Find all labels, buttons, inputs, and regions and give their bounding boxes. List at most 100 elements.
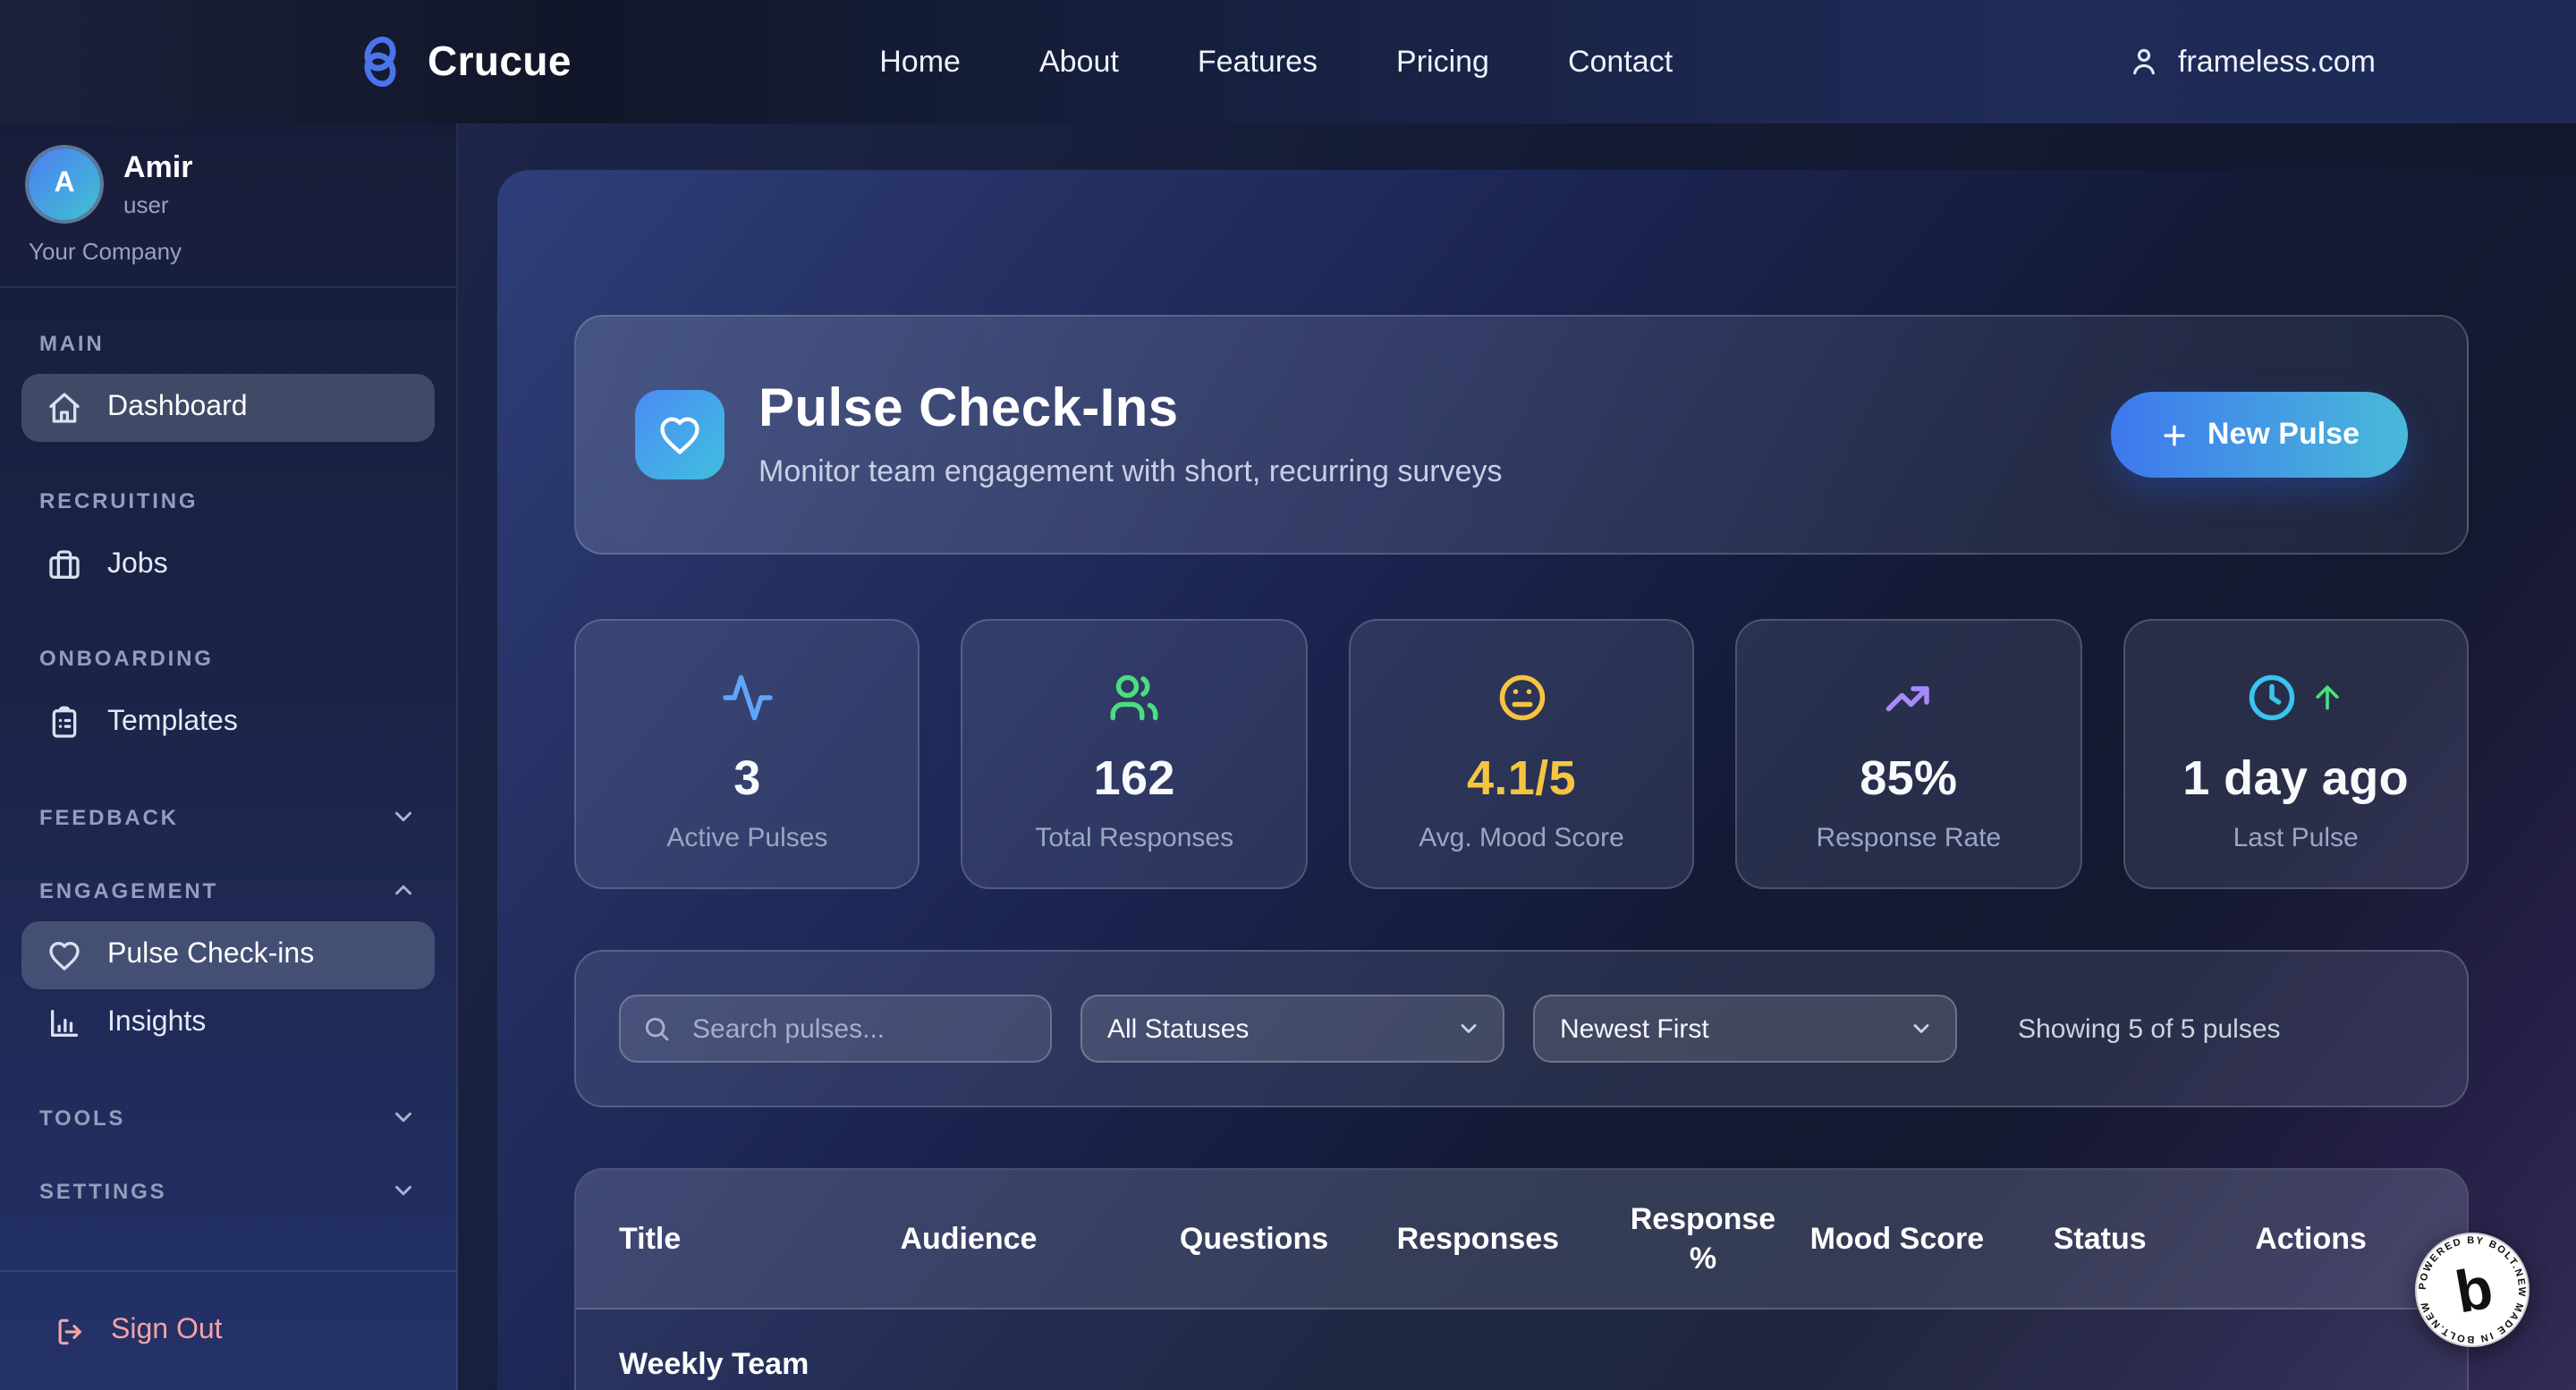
stat-value: 4.1/5 (1466, 751, 1577, 805)
section-label-main: MAIN (39, 331, 105, 356)
sidebar-item-templates[interactable]: Templates (21, 689, 435, 757)
stat-card-response-rate: 85% Response Rate (1735, 619, 2082, 889)
chevron-up-icon (395, 885, 411, 895)
page-subtitle: Monitor team engagement with short, recu… (758, 454, 1503, 488)
sidebar: A Amir user Your Company MAIN Dashboard (0, 123, 458, 1390)
stat-card-active-pulses: 3 Active Pulses (574, 619, 920, 889)
chevron-down-icon (395, 1185, 411, 1196)
main-content: Pulse Check-Ins Monitor team engagement … (458, 123, 2576, 1390)
sign-out-label: Sign Out (111, 1315, 223, 1345)
arrow-up-icon (2316, 684, 2340, 709)
chevron-down-icon (1461, 1024, 1477, 1033)
bolt-badge-icon: POWERED BY BOLT.NEW MADE IN BOLT.NEW b (2415, 1233, 2529, 1347)
sort-filter-select[interactable]: Newest First (1533, 995, 1957, 1063)
heart-icon (660, 417, 699, 454)
filters-bar: All Statuses Newest First Showing 5 of 5… (574, 950, 2469, 1107)
stat-value: 3 (733, 751, 761, 805)
new-pulse-button[interactable]: New Pulse (2110, 392, 2408, 478)
trending-up-icon (1885, 685, 1929, 711)
home-icon (49, 393, 80, 423)
sidebar-item-label: Insights (107, 1007, 207, 1038)
stat-value: 85% (1860, 751, 1958, 805)
user-icon (2134, 48, 2156, 75)
nav-link-contact[interactable]: Contact (1567, 44, 1674, 78)
top-nav-links: Home About Features Pricing Contact (879, 44, 1673, 80)
page-header-card: Pulse Check-Ins Monitor team engagement … (574, 315, 2469, 555)
status-filter-value: All Statuses (1107, 1013, 1250, 1044)
status-filter-select[interactable]: All Statuses (1080, 995, 1504, 1063)
users-icon (1110, 674, 1158, 720)
stat-value: 162 (1093, 751, 1175, 805)
clock-icon (2250, 674, 2295, 720)
column-header-audience: Audience (900, 1221, 1038, 1256)
stat-card-total-responses: 162 Total Responses (961, 619, 1308, 889)
row-title: Weekly Team (619, 1347, 809, 1381)
user-role: user (123, 191, 169, 218)
stat-card-avg-mood: 4.1/5 Avg. Mood Score (1348, 619, 1695, 889)
column-header-status: Status (2053, 1221, 2147, 1256)
brand-name: Crucue (428, 38, 572, 84)
section-label-recruiting: RECRUITING (39, 488, 199, 513)
pulses-table: Title Audience Questions Responses Respo… (574, 1168, 2469, 1390)
activity-icon (722, 674, 773, 720)
sidebar-item-insights[interactable]: Insights (21, 989, 435, 1057)
nav-link-pricing[interactable]: Pricing (1396, 44, 1489, 78)
sidebar-item-label: Pulse Check-ins (107, 939, 315, 970)
sidebar-item-label: Templates (107, 707, 238, 737)
section-header-engagement[interactable]: ENGAGEMENT (39, 877, 417, 903)
sidebar-item-label: Jobs (107, 549, 168, 580)
logout-icon (58, 1318, 81, 1344)
sidebar-item-jobs[interactable]: Jobs (21, 531, 435, 599)
bar-chart-icon (51, 1010, 79, 1037)
crucue-logo-icon (364, 36, 396, 88)
user-profile-block[interactable]: A Amir user Your Company (0, 123, 456, 288)
sidebar-nav: MAIN Dashboard RECRUITING Jobs (0, 288, 456, 1204)
top-navbar: Crucue Home About Features Pricing Conta… (0, 0, 2576, 123)
nav-link-about[interactable]: About (1038, 44, 1119, 78)
column-header-response-pct: Response % (1630, 1202, 1776, 1276)
table-row[interactable]: Weekly Team (576, 1309, 2467, 1383)
account-menu[interactable]: frameless.com (2128, 44, 2376, 80)
sidebar-item-label: Dashboard (107, 392, 248, 422)
stat-label: Last Pulse (2233, 823, 2359, 853)
nav-link-features[interactable]: Features (1197, 44, 1318, 78)
briefcase-icon (49, 550, 80, 579)
stat-label: Total Responses (1035, 823, 1234, 853)
search-input[interactable] (619, 995, 1052, 1063)
page-title: Pulse Check-Ins (758, 379, 1179, 438)
search-icon (645, 1017, 669, 1041)
results-summary: Showing 5 of 5 pulses (2018, 1013, 2281, 1044)
pulse-header-icon-tile (635, 390, 724, 479)
nav-link-home[interactable]: Home (879, 44, 961, 78)
column-header-questions: Questions (1179, 1221, 1329, 1256)
sidebar-item-dashboard[interactable]: Dashboard (21, 374, 435, 442)
section-label-onboarding: ONBOARDING (39, 646, 214, 671)
chevron-down-icon (395, 1112, 411, 1123)
bolt-new-badge[interactable]: POWERED BY BOLT.NEW MADE IN BOLT.NEW b (2415, 1233, 2529, 1347)
stat-card-last-pulse: 1 day ago Last Pulse (2123, 619, 2470, 889)
content-panel: Pulse Check-Ins Monitor team engagement … (497, 170, 2576, 1390)
avatar: A (29, 148, 100, 220)
section-header-settings[interactable]: SETTINGS (39, 1177, 417, 1204)
table-header-row: Title Audience Questions Responses Respo… (576, 1170, 2467, 1309)
brand[interactable]: Crucue (352, 0, 572, 123)
clipboard-list-icon (52, 706, 77, 738)
column-header-mood-score: Mood Score (1809, 1221, 1985, 1256)
stat-label: Avg. Mood Score (1419, 823, 1624, 853)
section-header-feedback[interactable]: FEEDBACK (39, 803, 417, 830)
sign-out-button[interactable]: Sign Out (0, 1270, 456, 1390)
sidebar-item-pulse-check-ins[interactable]: Pulse Check-ins (21, 921, 435, 989)
chevron-down-icon (1913, 1024, 1929, 1033)
heart-icon (49, 942, 80, 970)
user-name: Amir (123, 150, 193, 185)
stats-row: 3 Active Pulses 162 Total Responses (574, 619, 2470, 889)
sort-filter-value: Newest First (1560, 1013, 1709, 1044)
stat-label: Response Rate (1816, 823, 2002, 853)
meh-face-icon (1498, 674, 1545, 720)
column-header-title: Title (619, 1221, 682, 1256)
plus-icon (2164, 424, 2185, 445)
stat-label: Active Pulses (666, 823, 828, 853)
section-header-tools[interactable]: TOOLS (39, 1104, 417, 1131)
column-header-responses: Responses (1396, 1221, 1560, 1256)
